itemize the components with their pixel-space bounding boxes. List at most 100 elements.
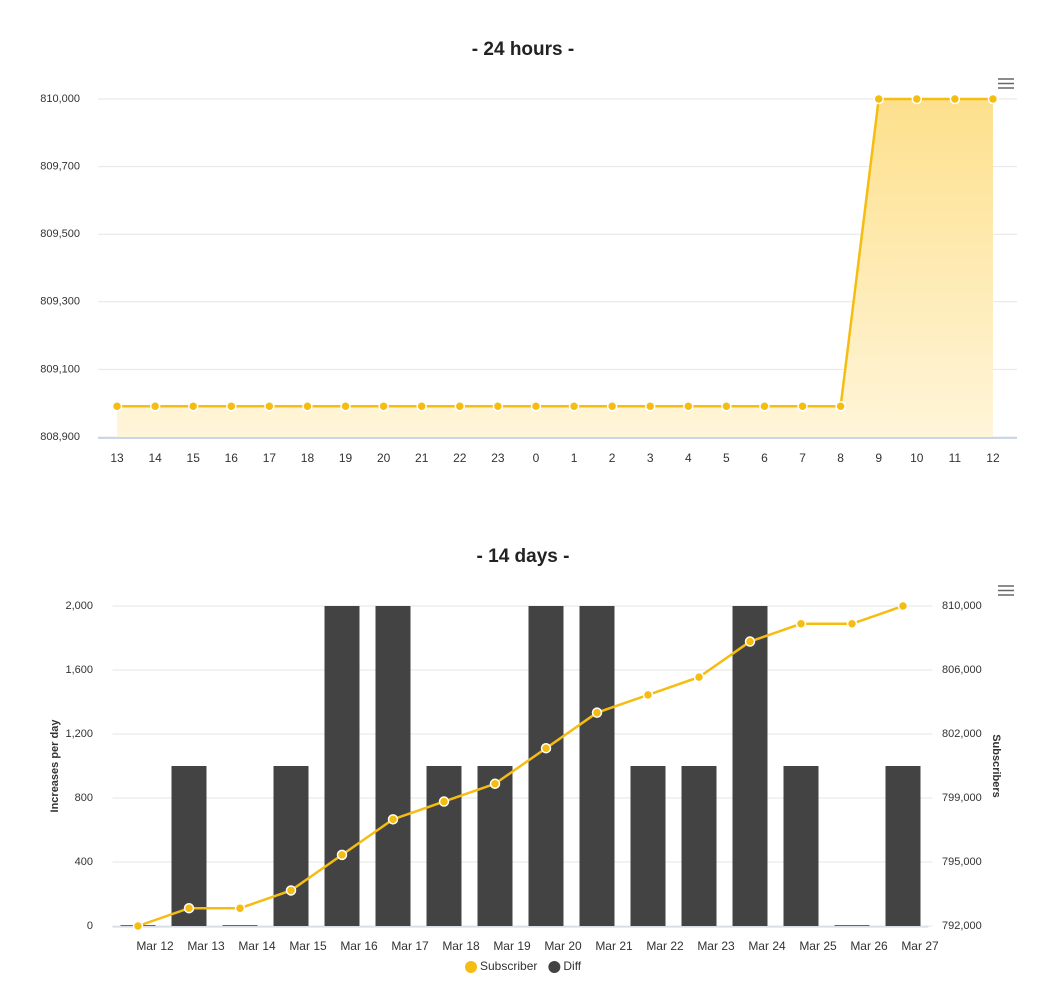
y-tick-label: 809,100 <box>40 363 80 375</box>
point <box>846 618 858 630</box>
x-tick-label: 9 <box>875 451 882 465</box>
y-tick-label: 809,300 <box>40 296 80 308</box>
point <box>234 902 246 914</box>
point <box>489 778 501 790</box>
x-tick-label: Mar 17 <box>391 939 429 953</box>
bar <box>528 606 564 926</box>
x-tick-label: Mar 13 <box>187 939 225 953</box>
x-tick-label: Mar 26 <box>850 939 888 953</box>
y2-tick-label: 802,000 <box>942 728 982 740</box>
point <box>438 796 450 807</box>
y-tick-label: 0 <box>87 920 93 932</box>
x-tick-label: 23 <box>491 451 505 465</box>
point <box>264 401 275 412</box>
x-tick-label: Mar 21 <box>595 939 633 953</box>
bar <box>426 766 462 926</box>
area <box>117 99 993 437</box>
point <box>187 401 199 412</box>
y2-tick-label: 806,000 <box>942 664 982 676</box>
x-tick-label: Mar 24 <box>748 939 786 953</box>
x-tick-label: 19 <box>339 451 353 465</box>
point <box>111 401 123 412</box>
line <box>117 97 993 408</box>
x-tick-label: 16 <box>225 451 239 465</box>
x-tick-label: 21 <box>415 451 429 465</box>
bar <box>222 925 258 926</box>
y2-tick-label: 810,000 <box>942 600 982 612</box>
x-tick-label: 11 <box>949 451 962 465</box>
legend-marker <box>548 961 561 973</box>
x-tick-label: 2 <box>609 451 616 465</box>
x-tick-label: 6 <box>761 451 768 465</box>
x-tick-label: 20 <box>377 451 391 465</box>
bar <box>375 606 411 926</box>
point <box>987 93 999 105</box>
point <box>540 742 552 754</box>
point <box>873 93 884 105</box>
x-tick-label: Mar 23 <box>697 939 735 953</box>
x-tick-label: Mar 19 <box>493 939 531 953</box>
y-tick-label: 800 <box>75 792 93 804</box>
point <box>132 920 144 932</box>
point <box>949 93 961 105</box>
point <box>340 401 351 412</box>
x-tick-label: Mar 20 <box>544 939 582 953</box>
x-tick-label: 7 <box>799 451 806 465</box>
x-tick-label: Mar 25 <box>799 939 837 953</box>
y-tick-label: 809,500 <box>40 228 80 240</box>
point <box>416 401 427 412</box>
bar <box>885 766 921 926</box>
legend-label: Diff <box>563 959 581 973</box>
y-axis-title: Increases per day <box>49 719 61 813</box>
y-tick-label: 810,000 <box>40 93 80 105</box>
point <box>683 401 694 412</box>
point <box>797 401 808 412</box>
point <box>897 600 909 612</box>
bar <box>681 766 717 926</box>
x-tick-label: 14 <box>148 451 162 465</box>
menu-icon[interactable] <box>996 584 1016 598</box>
bar <box>834 925 870 926</box>
point <box>795 618 807 630</box>
point <box>591 707 603 718</box>
bar <box>273 766 309 926</box>
point <box>721 401 732 412</box>
point <box>606 401 618 412</box>
x-tick-label: Mar 27 <box>901 939 939 953</box>
point <box>835 401 846 412</box>
y-tick-label: 808,900 <box>40 431 80 443</box>
bar <box>579 606 615 926</box>
x-tick-label: 15 <box>187 451 201 465</box>
legend-label: Subscriber <box>480 959 537 973</box>
point <box>302 401 313 412</box>
point <box>378 401 389 412</box>
y2-tick-label: 795,000 <box>942 856 982 868</box>
chart-title: - 24 hours - <box>472 39 574 60</box>
point <box>759 401 770 412</box>
bar <box>630 766 666 926</box>
y-tick-label: 1,600 <box>65 664 93 676</box>
y-tick-label: 1,200 <box>65 728 93 740</box>
y2-tick-label: 799,000 <box>942 792 982 804</box>
legend-marker <box>465 961 477 973</box>
bar <box>324 606 360 926</box>
x-tick-label: 1 <box>571 451 578 465</box>
bar <box>783 766 819 926</box>
x-tick-label: 17 <box>263 451 277 465</box>
x-tick-label: Mar 22 <box>646 939 684 953</box>
x-tick-label: 13 <box>110 451 124 465</box>
x-tick-label: 3 <box>647 451 654 465</box>
point <box>336 849 348 861</box>
x-tick-label: 10 <box>910 451 924 465</box>
x-tick-label: 5 <box>723 451 730 465</box>
x-tick-label: 22 <box>453 451 467 465</box>
point <box>149 401 161 412</box>
y-tick-label: 809,700 <box>40 161 80 173</box>
menu-icon[interactable] <box>996 77 1016 91</box>
x-tick-label: 8 <box>837 451 844 465</box>
point <box>454 401 466 412</box>
point <box>693 671 705 683</box>
point <box>492 401 504 412</box>
x-tick-label: Mar 18 <box>442 939 480 953</box>
y-tick-label: 400 <box>75 856 93 868</box>
